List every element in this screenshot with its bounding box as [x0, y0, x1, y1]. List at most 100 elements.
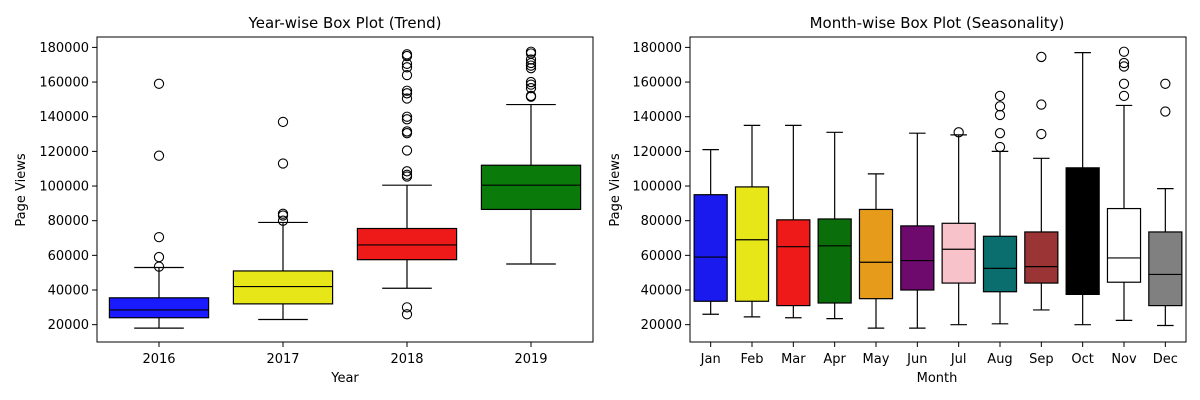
box-Oct	[1065, 51, 1100, 326]
outlier-point	[401, 111, 413, 122]
outlier-point	[525, 79, 537, 90]
x-axis-label: Year	[330, 371, 359, 386]
outlier-point	[401, 93, 413, 104]
outlier-point	[401, 62, 413, 73]
outlier-point	[401, 171, 413, 182]
box-Apr	[817, 131, 852, 320]
x-tick-label: Jan	[700, 352, 721, 367]
x-axis-label: Month	[917, 371, 958, 386]
outlier-point	[525, 57, 537, 69]
y-ticks: 20000 40000 60000 80000 100000 120000 140000 16…	[39, 41, 97, 333]
y-tick-label: 40000	[641, 284, 682, 299]
y-tick-label: 100000	[632, 180, 682, 195]
y-tick-label: 80000	[48, 214, 89, 229]
y-tick-label: 180000	[632, 41, 682, 56]
outlier-point	[994, 101, 1006, 112]
y-tick-label: 100000	[39, 180, 89, 195]
outlier-point	[1160, 78, 1171, 89]
box-Jan	[693, 149, 728, 315]
y-axis-label: Page Views	[14, 153, 29, 226]
box-body	[982, 235, 1018, 293]
outlier-point	[401, 58, 413, 70]
box-body	[1024, 231, 1059, 284]
y-tick-label: 60000	[48, 249, 89, 264]
x-tick-label: May	[863, 352, 890, 367]
box-body	[1106, 207, 1142, 283]
box-2017	[232, 116, 334, 321]
box-body	[1148, 231, 1183, 307]
outlier-point	[153, 232, 165, 243]
outlier-point	[277, 210, 289, 221]
chart-title: Month-wise Box Plot (Seasonality)	[810, 14, 1065, 32]
y-tick-label: 20000	[48, 318, 89, 333]
outlier-point	[401, 166, 413, 177]
box-body	[356, 227, 458, 261]
outlier-point	[1036, 99, 1047, 110]
x-tick-label: 2018	[390, 352, 423, 367]
boxes	[693, 46, 1183, 329]
y-tick-label: 20000	[641, 318, 682, 333]
y-tick-label: 140000	[39, 110, 89, 125]
outlier-point	[525, 63, 537, 74]
outlier-point	[953, 127, 964, 138]
outlier-point	[994, 128, 1006, 139]
box-body	[900, 225, 935, 291]
boxes	[108, 46, 582, 329]
y-tick-label: 180000	[39, 41, 89, 56]
box-2019	[480, 46, 582, 265]
box-body	[480, 164, 582, 211]
y-tick-label: 60000	[641, 249, 682, 264]
outlier-point	[153, 251, 165, 263]
outlier-point	[277, 116, 289, 128]
box-Jul	[941, 127, 976, 326]
box-Sep	[1024, 51, 1059, 311]
box-Dec	[1148, 78, 1183, 327]
box-body	[734, 186, 770, 302]
x-tick-label: Feb	[740, 352, 763, 367]
outlier-point	[401, 302, 413, 313]
box-body	[1065, 167, 1100, 295]
x-tick-label: 2017	[266, 352, 299, 367]
outlier-point	[401, 145, 413, 156]
outlier-point	[1160, 106, 1171, 117]
y-ticks: 20000 40000 60000 80000 100000 120000 140000 16…	[632, 41, 690, 333]
outlier-point	[401, 88, 413, 99]
x-tick-label: Sep	[1029, 352, 1054, 367]
outlier-point	[525, 91, 537, 102]
box-body	[858, 208, 894, 300]
outlier-point	[994, 90, 1006, 102]
outlier-point	[277, 158, 289, 169]
outlier-point	[401, 50, 413, 62]
box-Jun	[900, 132, 935, 329]
box-Aug	[982, 90, 1018, 325]
x-ticks: 2016 2017 2018 2019	[142, 342, 548, 367]
outlier-point	[153, 78, 165, 89]
box-2016	[108, 78, 210, 329]
x-tick-label: Jul	[950, 352, 967, 367]
box-2018	[356, 49, 458, 320]
outlier-point	[153, 261, 165, 272]
y-tick-label: 160000	[632, 76, 682, 91]
outlier-point	[1118, 78, 1130, 89]
outlier-point	[1118, 61, 1130, 72]
x-tick-label: Jun	[906, 352, 927, 367]
y-tick-label: 160000	[39, 76, 89, 91]
outlier-point	[1036, 128, 1047, 140]
y-tick-label: 120000	[632, 145, 682, 160]
outlier-point	[153, 150, 165, 161]
month-wise-box-plot: Month-wise Box Plot (Seasonality) Month …	[608, 14, 1187, 386]
x-tick-label: 2019	[514, 352, 547, 367]
x-tick-label: Apr	[823, 352, 846, 367]
outlier-point	[994, 141, 1006, 153]
outlier-point	[525, 76, 537, 88]
x-tick-label: Aug	[987, 352, 1012, 367]
outlier-point	[401, 128, 413, 139]
y-tick-label: 80000	[641, 214, 682, 229]
x-tick-label: Dec	[1153, 352, 1178, 367]
x-tick-label: Oct	[1071, 352, 1093, 367]
outlier-point	[401, 69, 413, 81]
box-Mar	[776, 124, 811, 319]
outlier-point	[1118, 46, 1130, 57]
plot-frame	[689, 36, 1187, 343]
